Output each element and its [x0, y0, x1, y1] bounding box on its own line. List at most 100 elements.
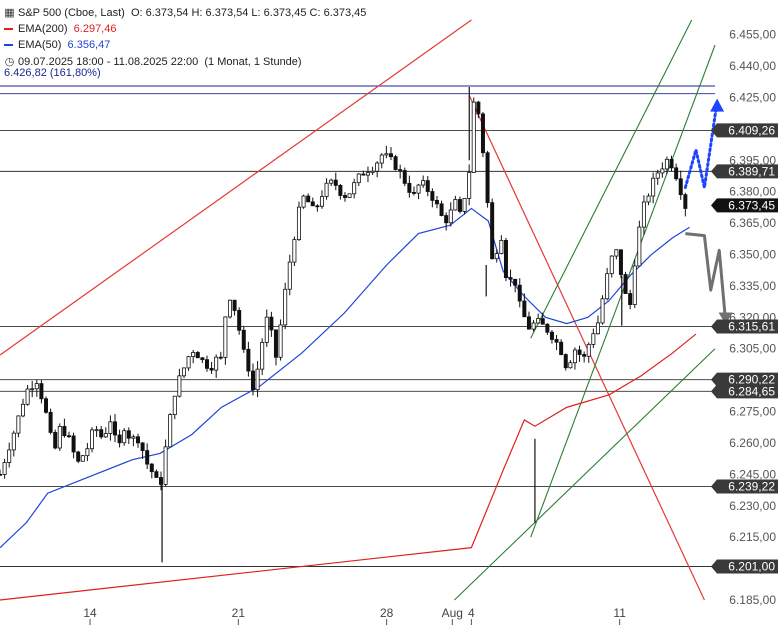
interval-label: (1 Monat, 1 Stunde) [204, 56, 302, 68]
price-label-box [711, 319, 778, 334]
candle-down [623, 274, 628, 294]
candle-up [499, 240, 504, 254]
candlestick-icon: ▦ [4, 7, 15, 19]
candle-up [347, 193, 352, 198]
candle-up [108, 421, 113, 434]
candle-down [237, 310, 242, 331]
candle-down [526, 316, 531, 330]
y-tick-label: 6.260,00 [729, 436, 776, 450]
candle-up [370, 170, 375, 174]
candle-up [122, 430, 127, 444]
candle-down [563, 354, 568, 369]
candle-down [246, 348, 251, 372]
candle-down [154, 471, 159, 478]
candle-up [536, 318, 541, 324]
candle-down [48, 411, 53, 433]
candle-up [16, 415, 21, 434]
y-tick-label: 6.215,00 [729, 530, 776, 544]
candle-down [480, 113, 485, 154]
candle-up [223, 316, 228, 358]
candle-down [508, 277, 513, 280]
candle-up [641, 201, 646, 228]
blue-dotted-arrow [683, 100, 719, 190]
candle-up [80, 455, 85, 462]
candle-up [163, 446, 168, 485]
candle-down [250, 370, 255, 391]
candle-down [549, 331, 554, 340]
candle-down [315, 205, 320, 208]
candle-down [39, 383, 44, 400]
price-label-box [711, 372, 778, 387]
ema200-label: EMA(200) [18, 23, 68, 35]
candle-up [632, 265, 637, 305]
x-tick-label: 11 [613, 606, 626, 620]
candle-up [664, 158, 669, 170]
candle-down [62, 426, 67, 437]
candle-up [94, 429, 99, 432]
candle-up [605, 273, 610, 300]
chart-title-row: ▦ S&P 500 (Cboe, Last) O: 6.373,54 H: 6.3… [4, 6, 366, 19]
y-tick-label: 6.365,00 [729, 216, 776, 230]
candle-down [425, 180, 430, 192]
price-label-box [711, 164, 778, 179]
candle-down [434, 199, 439, 205]
y-tick-label: 6.380,00 [729, 185, 776, 199]
candle-down [53, 432, 58, 449]
fib-level-label: 6.426,82 (161,80%) [4, 67, 101, 79]
candle-up [214, 356, 219, 371]
candle-up [319, 196, 324, 207]
candle-down [273, 329, 278, 358]
candle-up [260, 341, 265, 370]
candle-up [356, 173, 361, 184]
x-tick-label: 4 [468, 606, 475, 620]
ema200-line [0, 333, 697, 601]
x-tick-label: 28 [380, 606, 394, 620]
candle-down [204, 359, 209, 369]
candle-up [352, 182, 357, 195]
candle-down [522, 300, 527, 318]
candle-down [388, 153, 393, 158]
candle-down [545, 323, 550, 333]
y-tick-label: 6.395,00 [729, 153, 776, 167]
candle-down [503, 240, 508, 278]
candle-down [99, 429, 104, 438]
price-label-box [711, 198, 778, 213]
candle-up [568, 362, 573, 369]
candle-down [195, 352, 200, 359]
candle-up [329, 179, 334, 184]
candle-down [209, 367, 214, 371]
y-axis-grid: 6.455,006.440,006.425,006.410,006.395,00… [729, 28, 776, 607]
candle-up [572, 349, 577, 364]
candle-up [416, 184, 421, 194]
candle-down [333, 179, 338, 186]
candle-down [158, 477, 163, 485]
x-tick-label: 14 [83, 606, 97, 620]
x-tick-label: 21 [232, 606, 246, 620]
candle-up [7, 449, 12, 463]
red-trend-line-upper [0, 19, 472, 356]
candle-up [283, 288, 288, 326]
chart-title: S&P 500 (Cboe, Last) [18, 7, 125, 19]
y-tick-label: 6.305,00 [729, 342, 776, 356]
candle-down [457, 199, 462, 212]
candle-down [485, 152, 490, 204]
ema50-swatch [4, 44, 13, 47]
candle-up [614, 249, 619, 257]
candle-up [103, 433, 108, 438]
ema200-legend: EMA(200) 6.297,46 [4, 23, 116, 35]
candle-up [646, 195, 651, 203]
candle-up [177, 375, 182, 397]
candle-up [609, 255, 614, 275]
candle-up [85, 448, 90, 457]
grey-arrow [685, 232, 728, 322]
candle-up [25, 388, 30, 405]
candle-down [683, 194, 688, 209]
candle-up [168, 414, 173, 448]
candle-down [554, 339, 559, 343]
candle-down [402, 170, 407, 184]
candle-down [439, 203, 444, 216]
candle-down [674, 167, 679, 180]
candle-down [145, 450, 150, 465]
ema50-legend: EMA(50) 6.356,47 [4, 39, 110, 51]
